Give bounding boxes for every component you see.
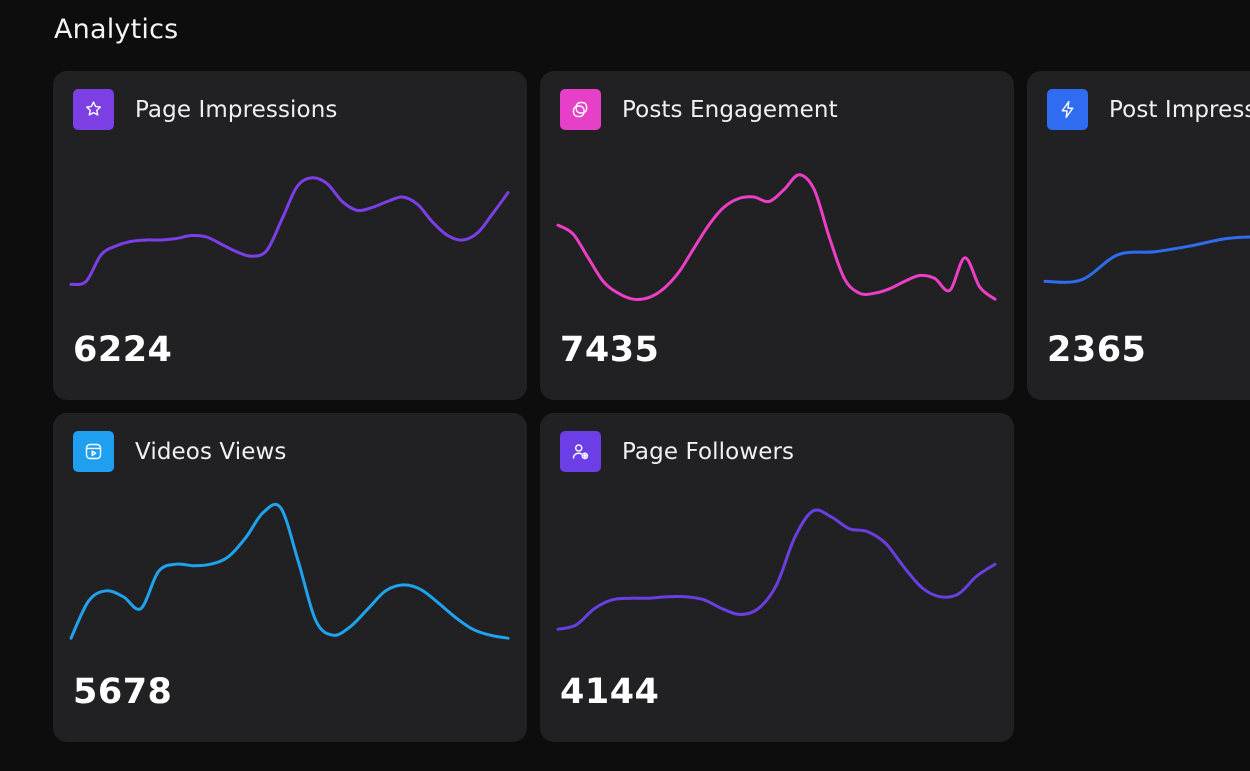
card-value: 4144	[560, 672, 660, 712]
card-value: 7435	[560, 330, 660, 370]
card-value: 5678	[73, 672, 173, 712]
card-title: Post Impressions	[1109, 96, 1250, 123]
card-videos-views[interactable]: Videos Views 5678	[53, 413, 527, 742]
card-title: Posts Engagement	[622, 96, 838, 123]
card-post-impressions[interactable]: Post Impressions 2365	[1027, 71, 1250, 400]
star-badge-icon	[73, 89, 114, 130]
card-header: Page Followers	[560, 431, 794, 472]
sparkline-series	[69, 176, 510, 287]
sparkline-series	[556, 173, 997, 301]
sparkline-series	[69, 502, 510, 640]
chat-bubbles-icon	[560, 89, 601, 130]
page-title: Analytics	[54, 14, 179, 45]
user-add-icon	[560, 431, 601, 472]
sparkline-series	[556, 508, 997, 631]
card-header: Posts Engagement	[560, 89, 838, 130]
card-posts-engagement[interactable]: Posts Engagement 7435	[540, 71, 1014, 400]
card-title: Page Followers	[622, 438, 795, 465]
bolt-icon	[1047, 89, 1088, 130]
card-title: Page Impressions	[135, 96, 338, 123]
card-value: 6224	[73, 330, 173, 370]
card-header: Page Impressions	[73, 89, 337, 130]
card-page-impressions[interactable]: Page Impressions 6224	[53, 71, 527, 400]
card-value: 2365	[1047, 330, 1147, 370]
card-page-followers[interactable]: Page Followers 4144	[540, 413, 1014, 742]
sparkline-series	[1043, 235, 1250, 284]
card-title: Videos Views	[135, 438, 287, 465]
video-play-icon	[73, 431, 114, 472]
card-header: Videos Views	[73, 431, 287, 472]
card-header: Post Impressions	[1047, 89, 1250, 130]
